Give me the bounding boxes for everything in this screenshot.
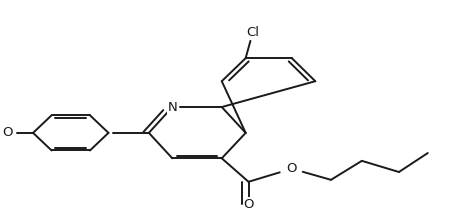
Text: N: N [168, 100, 177, 114]
Text: O: O [287, 162, 297, 175]
Text: Cl: Cl [246, 26, 259, 39]
Text: O: O [243, 198, 254, 211]
Text: O: O [2, 126, 13, 139]
